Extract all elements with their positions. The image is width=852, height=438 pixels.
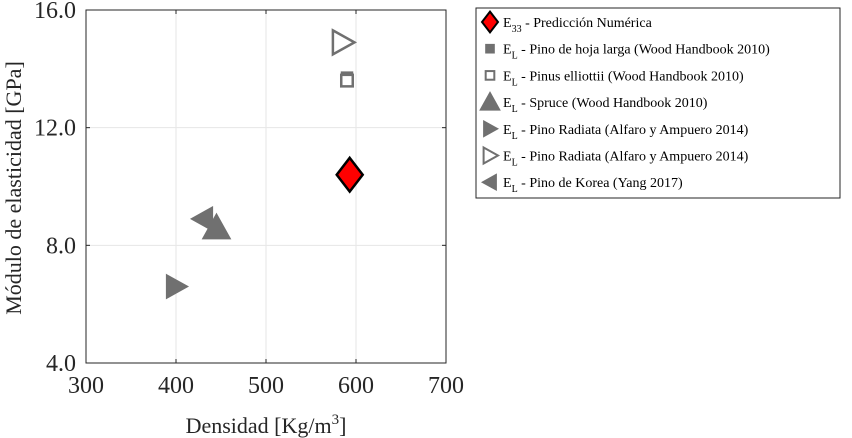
legend-marker-diamond xyxy=(480,9,500,35)
legend-marker-square xyxy=(485,43,495,54)
legend-entry: EL - Pino Radiata (Alfaro y Ampuero 2014… xyxy=(503,123,749,142)
legend-marker-triangle-right xyxy=(482,145,501,166)
legend-entry: EL - Pino de hoja larga (Wood Handbook 2… xyxy=(503,43,770,62)
legend-entry: E33 - Predicción Numérica xyxy=(503,16,653,35)
legend-entry: EL - Pino de Korea (Yang 2017) xyxy=(503,176,683,195)
data-point-square xyxy=(339,73,355,88)
x-axis-label-superscript: 3 xyxy=(332,412,340,428)
plot-area: 300 400 500 600 700 4.0 8.0 12.0 16.0 xyxy=(34,0,464,399)
legend-marker-triangle-up xyxy=(479,91,501,111)
y-axis-label: Módulo de elasticidad [GPa] xyxy=(1,61,26,315)
legend-marker-triangle-right xyxy=(483,119,500,138)
legend-marker-square xyxy=(484,70,496,81)
y-tick-label: 16.0 xyxy=(34,0,76,24)
x-tick-label: 500 xyxy=(248,373,284,399)
x-tick-label: 400 xyxy=(158,373,194,399)
data-point-triangle-left xyxy=(189,206,214,232)
x-tick-label: 700 xyxy=(428,373,464,399)
data-point-triangle-right xyxy=(331,28,358,57)
x-axis-label: Densidad [Kg/m3] xyxy=(186,412,347,438)
x-tick-label: 600 xyxy=(338,373,374,399)
data-point-triangle-right xyxy=(165,273,190,300)
x-tick-label: 300 xyxy=(68,373,104,399)
y-tick-label: 8.0 xyxy=(46,233,76,259)
legend-box xyxy=(475,7,841,199)
y-tick-label: 4.0 xyxy=(46,351,76,377)
legend-entry: EL - Spruce (Wood Handbook 2010) xyxy=(503,96,708,115)
legend: E33 - Predicción Numérica EL - Pino de ho… xyxy=(475,7,841,199)
legend-entry: EL - Pino Radiata (Alfaro y Ampuero 2014… xyxy=(503,150,749,169)
data-point-diamond xyxy=(335,155,365,194)
legend-entry: EL - Pinus elliottii (Wood Handbook 2010… xyxy=(503,69,744,88)
legend-marker-triangle-left xyxy=(480,173,497,192)
y-tick-label: 12.0 xyxy=(34,116,76,142)
